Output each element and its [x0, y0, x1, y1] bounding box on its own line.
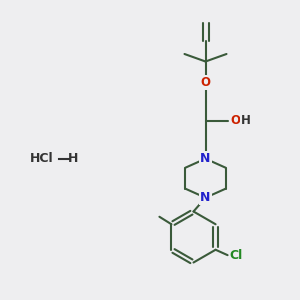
- Text: H: H: [241, 114, 250, 128]
- Text: HCl: HCl: [30, 152, 54, 166]
- Text: O: O: [200, 76, 211, 89]
- Text: Cl: Cl: [229, 249, 242, 262]
- Text: N: N: [200, 191, 211, 204]
- Text: O: O: [230, 114, 240, 128]
- Text: N: N: [200, 152, 211, 165]
- Text: H: H: [68, 152, 79, 166]
